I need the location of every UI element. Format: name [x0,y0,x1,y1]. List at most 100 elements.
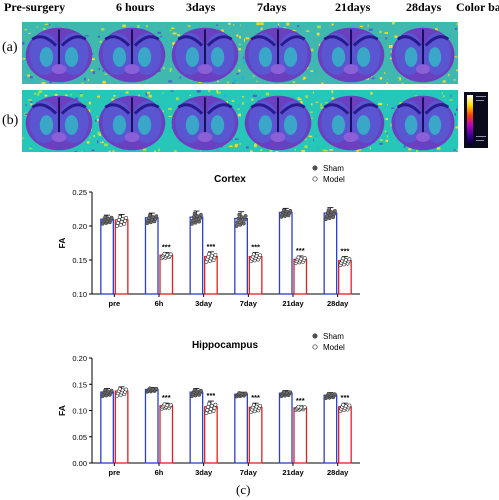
model-point [296,255,301,260]
y-axis-label: FA [57,238,67,249]
model-point [162,402,167,407]
model-point [168,402,173,407]
panel-label-c: (c) [236,482,251,497]
model-point [347,403,352,408]
chart-title: Hippocampus [192,340,259,351]
model-point [124,387,128,392]
sham-point [109,388,114,393]
model-bar [114,390,129,464]
sham-point [148,213,152,218]
model-point [251,252,256,257]
model-point [209,403,214,408]
sham-point [191,215,196,220]
x-tick-label: 6h [155,299,164,308]
significance-marker: *** [162,243,171,252]
sham-point [109,215,114,220]
sham-point [288,390,293,395]
sham-point [282,208,286,213]
sham-point [242,217,247,222]
model-point [347,257,352,262]
sham-point [195,214,200,218]
header-28days: 28days [406,0,442,14]
model-point [117,214,122,219]
sham-point [148,386,152,391]
x-tick-label: pre [108,299,120,308]
model-point [251,403,256,407]
significance-marker: *** [341,393,350,402]
legend-sham-label: Sham [323,332,344,341]
sham-bar [323,394,338,464]
model-point [124,215,128,220]
legend-model-label: Model [323,343,345,352]
header-pre-surgery: Pre-surgery [4,0,66,14]
sham-point [237,391,242,395]
sham-bar [189,216,204,295]
model-point [341,256,346,261]
fa-map-tile [95,90,169,152]
y-tick-label: 0.20 [72,354,87,363]
sham-point [192,388,197,393]
significance-marker: *** [341,247,350,256]
sham-point [237,212,242,217]
sham-point [333,209,337,213]
y-tick-label: 0.15 [72,380,87,389]
header-7days: 7days [257,0,287,14]
model-point [207,401,212,406]
legend-sham-marker [312,165,318,171]
legend-model-marker [312,176,318,182]
significance-marker: *** [162,393,171,402]
sham-point [239,219,243,223]
x-tick-label: pre [108,468,120,477]
sham-point [234,224,239,228]
x-tick-label: 28day [327,299,349,308]
model-point [206,404,211,409]
sham-point [192,211,197,216]
fa-map-tile [241,22,315,84]
model-point [341,402,346,407]
sham-point [199,213,203,217]
sham-bar [278,392,293,464]
x-tick-label: 7day [240,468,258,477]
header-color-bar: Color bar [456,0,499,14]
sham-point [236,216,241,221]
fa-map-tile [168,90,242,152]
color-bar-gradient [467,95,473,145]
sham-point [238,222,243,227]
sham-bar [144,388,159,464]
sham-bar [100,391,114,464]
x-tick-label: 21day [282,299,304,308]
x-tick-label: 21day [282,468,304,477]
sham-point [154,386,159,391]
legend-model-label: Model [323,175,345,184]
sham-point [190,218,195,223]
sham-point [193,220,198,225]
fa-map-tile [95,22,169,84]
y-tick-label: 0.20 [72,222,87,231]
sham-bar [189,391,204,464]
sham-point [150,215,155,219]
model-point [205,408,210,412]
sham-point [194,217,199,222]
significance-marker: *** [296,396,305,405]
model-bar [293,407,308,464]
model-point [207,252,212,256]
sham-point [333,392,337,397]
sham-bar [234,393,248,464]
fa-map-tile [388,22,458,84]
model-point [258,253,262,258]
y-tick-label: 0.05 [72,433,87,442]
model-point [117,386,122,391]
y-tick-label: 0.10 [72,290,87,299]
model-point [204,411,209,416]
sham-bar [100,218,114,295]
sham-point [190,221,194,226]
sham-point [282,389,286,394]
model-bar [338,406,352,464]
header-21days: 21days [335,0,371,14]
sham-point [154,214,159,218]
sham-bar [234,217,248,295]
chart-title: Cortex [214,174,246,185]
model-point [213,402,218,407]
model-point [302,405,307,410]
header-6-hours: 6 hours [116,0,155,14]
